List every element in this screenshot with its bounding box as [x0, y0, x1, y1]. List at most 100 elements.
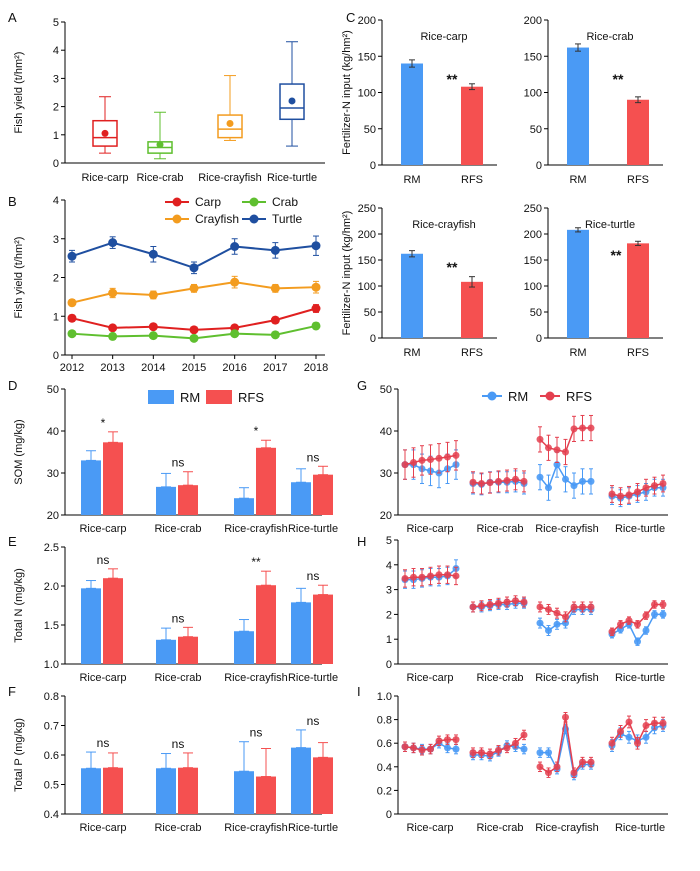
panel-g-y-tick-label: 20: [380, 510, 392, 522]
panel-f-x-label: Rice-crab: [154, 822, 201, 834]
panel-f-y-tick-label: 0.8: [44, 691, 59, 703]
bar-rm: [291, 602, 311, 664]
panel-d-x-label: Rice-crayfish: [224, 523, 288, 535]
series-point-rfs: [617, 727, 624, 735]
panel-e-x-label: Rice-turtle: [288, 672, 338, 684]
panel-label-D: D: [8, 378, 17, 393]
panel-i-y-tick-label: 0: [386, 809, 392, 821]
panel-g-x-label: Rice-crab: [476, 523, 523, 535]
panel-c-sub3-y-tick-label: 150: [524, 255, 542, 267]
series-point-crayfish: [108, 288, 118, 298]
panel-g-x-label: Rice-turtle: [615, 523, 665, 535]
legend-marker: [249, 197, 259, 207]
panel-c-x-label: RFS: [461, 347, 483, 359]
panel-f-y-tick-label: 0.4: [44, 809, 59, 821]
significance-label: ns: [307, 714, 320, 728]
panel-f-y-tick-label: 0.7: [44, 721, 59, 733]
series-point-rfs: [520, 731, 528, 739]
legend-marker-rfs: [545, 391, 555, 401]
series-point-rfs: [486, 750, 494, 758]
series-point-rfs: [587, 758, 595, 766]
series-point-rfs: [553, 609, 561, 617]
series-point-rfs: [418, 573, 426, 581]
significance-label: **: [251, 555, 261, 569]
box-mean-point: [101, 129, 109, 137]
legend-label-crayfish: Crayfish: [195, 212, 239, 226]
series-point-crayfish: [148, 290, 158, 300]
series-point-rfs: [634, 488, 641, 496]
panel-b-x-tick-label: 2014: [141, 362, 165, 374]
panel-h-y-tick-label: 0: [386, 659, 392, 671]
series-point-rfs: [520, 598, 528, 606]
bar-rm: [567, 47, 589, 165]
panel-a-x-label: Rice-crab: [136, 172, 183, 184]
panel-c-subplot-title: Rice-crayfish: [412, 219, 476, 231]
series-point-rfs: [444, 453, 451, 461]
panel-h-x-label: Rice-turtle: [615, 672, 665, 684]
bar-rm: [81, 768, 101, 814]
series-point-rfs: [486, 479, 494, 487]
series-point-rm: [579, 477, 586, 485]
panel-b-y-tick-label: 0: [53, 350, 59, 362]
series-point-rfs: [553, 446, 561, 454]
panel-h-y-tick-label: 2: [386, 609, 392, 621]
panel-i-x-label: Rice-crayfish: [535, 822, 599, 834]
panel-a-y-tick-label: 0: [53, 158, 59, 170]
panel-c-sub0-y-tick-label: 50: [364, 124, 376, 136]
bar-rm: [291, 747, 311, 814]
bar-rm: [81, 460, 101, 515]
series-point-carp: [108, 323, 118, 333]
bar-rm: [156, 768, 176, 814]
series-point-crab: [270, 330, 280, 340]
series-point-turtle: [67, 251, 77, 261]
series-point-carp: [148, 322, 158, 332]
series-point-rfs: [536, 435, 544, 443]
bar-rm: [401, 253, 423, 338]
panel-e-x-label: Rice-crab: [154, 672, 201, 684]
bar-rfs: [103, 578, 123, 664]
panel-b-x-tick-label: 2017: [263, 362, 287, 374]
panel-d-y-tick-label: 40: [47, 426, 59, 438]
series-point-rm: [520, 745, 528, 753]
series-point-rfs: [625, 491, 633, 499]
panel-c-sub3-y-tick-label: 100: [524, 281, 542, 293]
panel-a-y-tick-label: 4: [53, 45, 59, 57]
panel-c-sub2-y-tick-label: 200: [358, 229, 376, 241]
panel-label-I: I: [357, 684, 361, 699]
panel-a-x-label: Rice-carp: [81, 172, 128, 184]
panel-f-y-tick-label: 0.6: [44, 750, 59, 762]
series-point-rfs: [478, 749, 485, 757]
series-point-rfs: [659, 600, 667, 608]
series-point-rfs: [625, 617, 633, 625]
series-point-rfs: [545, 769, 552, 777]
panel-a-y-tick-label: 3: [53, 73, 59, 85]
panel-label-E: E: [8, 534, 17, 549]
series-point-crayfish: [67, 298, 77, 308]
panel-b-y-tick-label: 4: [53, 195, 59, 207]
series-point-rfs: [469, 603, 477, 611]
panel-b-y-tick-label: 2: [53, 273, 59, 285]
series-point-crayfish: [189, 283, 199, 293]
significance-label: ns: [307, 569, 320, 583]
series-point-rm: [651, 610, 658, 618]
series-point-rfs: [651, 482, 658, 490]
series-point-rfs: [617, 620, 624, 628]
bar-rfs: [461, 86, 483, 165]
series-point-rfs: [401, 574, 409, 582]
panel-c-sub1-y-tick-label: 0: [536, 160, 542, 172]
panel-c-subplot-title: Rice-crab: [586, 31, 633, 43]
panel-label-C: C: [346, 10, 355, 25]
series-point-rfs: [642, 722, 650, 729]
panel-b-x-tick-label: 2018: [304, 362, 328, 374]
panel-b-y-tick-label: 1: [53, 311, 59, 323]
panel-g-x-label: Rice-carp: [406, 523, 453, 535]
series-point-rm: [444, 744, 451, 752]
series-point-turtle: [270, 245, 280, 255]
panel-c-y-axis-title: Fertilizer-N input (kg/hm²): [341, 30, 353, 155]
panel-c-sub1-y-tick-label: 50: [530, 124, 542, 136]
bar-rm: [81, 588, 101, 664]
panel-c-sub3-y-tick-label: 250: [524, 203, 542, 215]
bar-rfs: [627, 243, 649, 338]
series-point-rfs: [562, 713, 569, 721]
panel-c-subplot-title: Rice-turtle: [585, 219, 635, 231]
